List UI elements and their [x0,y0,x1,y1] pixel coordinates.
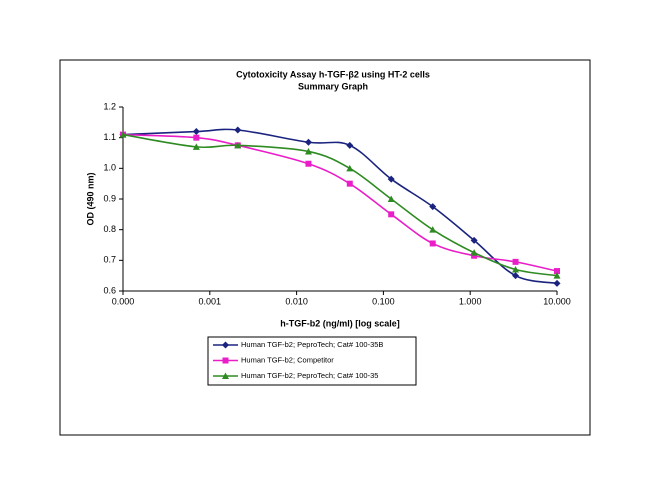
legend-label: Human TGF-b2; Competitor [241,355,334,364]
marker [471,252,478,259]
marker [512,272,520,280]
x-tick-label: 10.000 [543,296,571,306]
marker [429,226,437,233]
marker [429,203,437,211]
marker [192,128,200,136]
marker [119,131,127,138]
y-tick-label: 0.9 [103,193,116,203]
marker [512,258,519,265]
series-line [122,133,558,272]
legend-label: Human TGF-b2; PeproTech; Cat# 100-35 [241,371,378,380]
y-tick-label: 0.6 [103,285,116,295]
marker [388,211,395,218]
marker [470,236,478,244]
marker [429,240,436,247]
marker [346,141,354,149]
marker [192,143,200,150]
series-line [122,133,558,277]
y-tick-label: 1.1 [103,132,116,142]
x-tick-label: 0.100 [372,296,395,306]
x-axis-label: h-TGF-b2 (ng/ml) [log scale] [280,318,400,328]
legend [207,336,417,386]
marker [553,279,561,287]
x-tick-label: 1.000 [459,296,482,306]
marker [553,272,561,279]
legend-label: Human TGF-b2; PeproTech; Cat# 100-35B [241,340,383,349]
marker [234,126,242,134]
x-tick-label: 0.001 [199,296,222,306]
marker [305,160,312,167]
marker [193,134,200,141]
marker [512,266,520,273]
marker [234,141,242,149]
chart-subtitle: Summary Graph [298,81,368,91]
marker [554,268,560,275]
marker [470,249,478,256]
marker [387,175,395,183]
marker [387,195,395,202]
marker [304,147,312,155]
legend-marker [222,357,229,364]
marker [346,164,354,172]
y-axis-label: OD (490 nm) [85,172,95,225]
x-tick-label: 0.000 [112,296,135,306]
y-tick-label: 0.8 [103,224,116,234]
y-tick-label: 0.7 [103,255,116,265]
legend-marker [222,372,229,379]
chart-title: Cytotoxicity Assay h-TGF-β2 using HT-2 c… [236,69,430,79]
y-tick-label: 1.2 [103,101,116,111]
x-tick-label: 0.010 [285,296,308,306]
marker [304,138,312,146]
y-tick-label: 1.0 [103,163,116,173]
marker [346,180,353,187]
legend-marker [222,341,229,349]
